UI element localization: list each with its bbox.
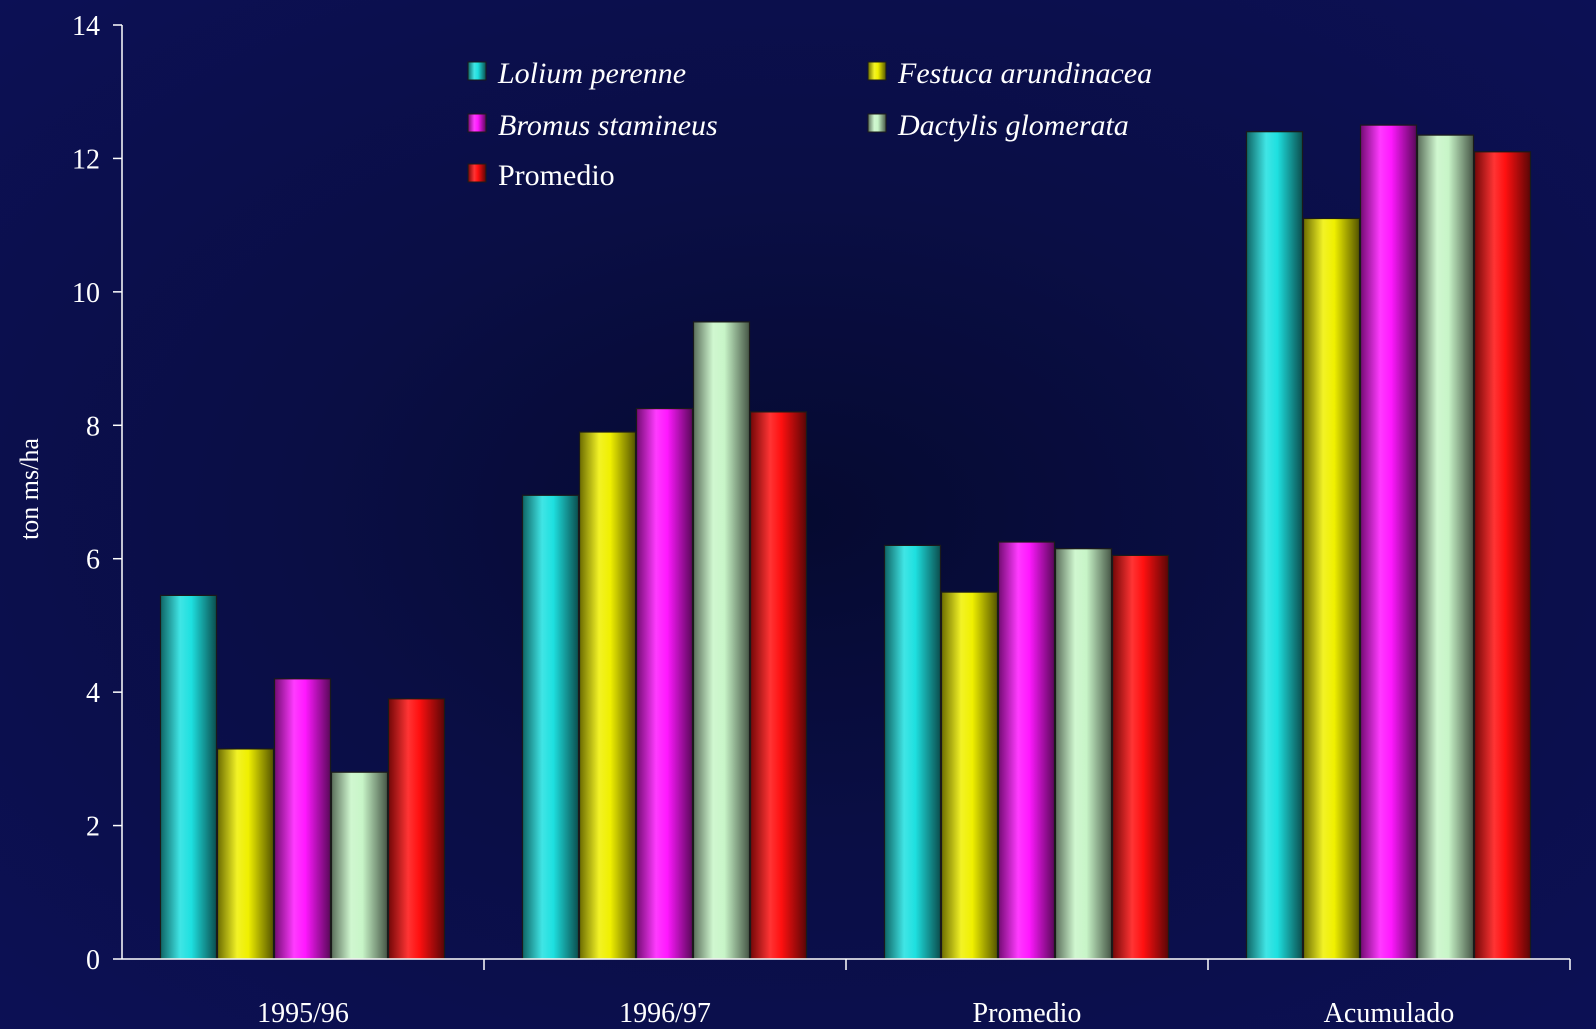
bar-1995-96-promedio [387, 698, 446, 960]
legend-swatch [467, 113, 487, 133]
y-axis-title: ton ms/ha [15, 438, 44, 540]
legend-swatch [867, 113, 887, 133]
bar-promedio-bromus-stamineus [997, 541, 1056, 960]
legend-label: Bromus stamineus [498, 109, 718, 142]
y-tick-label: 0 [86, 945, 100, 976]
y-ticks-group: 0 2 4 6 8 10 12 14 [72, 11, 122, 976]
bar-1996-97-promedio [749, 411, 808, 960]
bar-1995-96-bromus-stamineus [273, 678, 332, 960]
y-tick-label: 2 [86, 812, 100, 843]
bar-1996-97-lolium-perenne [521, 494, 580, 960]
x-category-label: 1996/97 [619, 998, 711, 1029]
x-category-label: 1995/96 [257, 998, 349, 1029]
legend-label: Lolium perenne [497, 57, 686, 90]
bar-promedio-festuca-arundinacea [940, 591, 999, 960]
legend: Lolium perenne Festuca arundinacea Bromus … [467, 57, 1152, 192]
x-ticks-group: 1995/96 1996/97 Promedio Acumulado [257, 959, 1571, 1029]
bar-1995-96-festuca-arundinacea [216, 748, 275, 960]
legend-label: Dactylis glomerata [897, 109, 1129, 142]
legend-swatch [467, 163, 487, 183]
legend-swatch [867, 61, 887, 81]
y-tick-label: 8 [86, 411, 100, 442]
bar-acumulado-dactylis-glomerata [1416, 134, 1475, 960]
bars-group [159, 124, 1532, 960]
y-tick-label: 12 [72, 144, 100, 175]
legend-swatch [467, 61, 487, 81]
x-category-label: Acumulado [1324, 998, 1455, 1029]
bar-1996-97-dactylis-glomerata [692, 321, 751, 960]
y-tick-label: 14 [72, 11, 100, 42]
bar-acumulado-festuca-arundinacea [1302, 217, 1361, 960]
y-tick-label: 10 [72, 278, 100, 309]
bar-promedio-promedio [1111, 554, 1170, 960]
bar-promedio-dactylis-glomerata [1054, 548, 1113, 960]
bar-1996-97-festuca-arundinacea [578, 431, 637, 960]
bar-promedio-lolium-perenne [883, 544, 942, 960]
bar-acumulado-lolium-perenne [1245, 131, 1304, 960]
bar-1996-97-bromus-stamineus [635, 408, 694, 960]
legend-label: Festuca arundinacea [897, 57, 1152, 90]
bar-acumulado-promedio [1473, 151, 1532, 960]
bar-acumulado-bromus-stamineus [1359, 124, 1418, 960]
y-tick-label: 6 [86, 545, 100, 576]
bar-1995-96-dactylis-glomerata [330, 771, 389, 960]
bar-1995-96-lolium-perenne [159, 594, 218, 960]
x-category-label: Promedio [973, 998, 1082, 1029]
legend-label: Promedio [498, 159, 615, 192]
y-tick-label: 4 [86, 678, 100, 709]
